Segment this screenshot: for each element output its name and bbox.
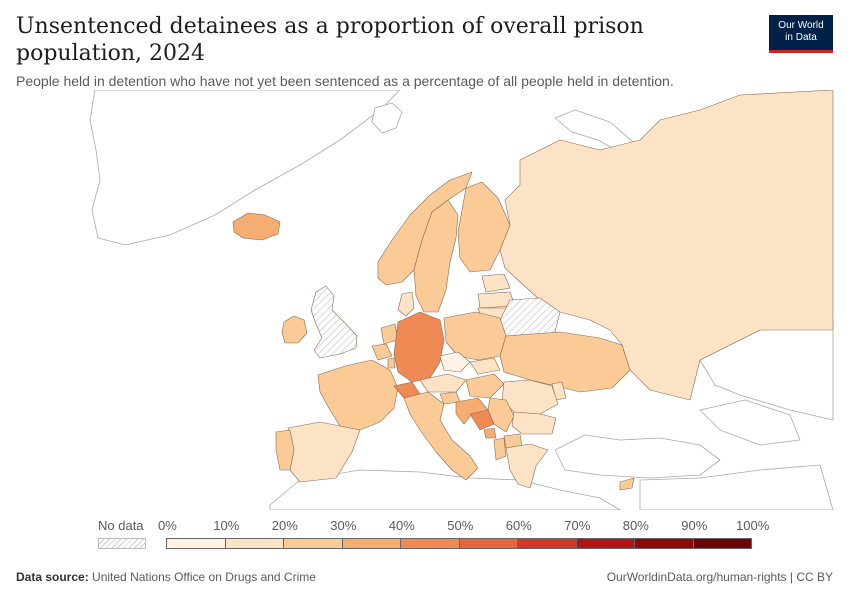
country-bulgaria[interactable] [511,411,557,435]
middle-east-outline [639,464,834,510]
svalbard-outline [371,102,403,134]
owid-logo[interactable]: Our World in Data [769,15,833,53]
greenland-outline [89,90,401,246]
country-montenegro[interactable] [483,427,497,439]
country-luxembourg[interactable] [387,357,396,369]
choropleth-map [89,90,834,510]
legend-bin[interactable] [166,538,226,549]
legend-bin[interactable] [283,538,343,549]
turkey-outline [554,434,721,479]
legend-bin[interactable] [400,538,460,549]
chart-title: Unsentenced detainees as a proportion of… [16,14,644,66]
country-ireland[interactable] [281,315,308,344]
country-greece[interactable] [505,443,549,489]
country-denmark[interactable] [397,291,415,317]
country-germany[interactable] [393,311,445,383]
legend-bin[interactable] [458,538,518,549]
legend-tick-label: 70% [564,518,591,533]
country-serbia[interactable] [487,397,515,433]
country-austria[interactable] [419,373,467,393]
legend-bin[interactable] [575,538,635,549]
footer-source: Data source: United Nations Office on Dr… [16,570,316,584]
footer-link[interactable]: OurWorldinData.org/human-rights | CC BY [606,570,833,584]
legend-tick-label: 30% [330,518,357,533]
legend-tick-label: 60% [505,518,532,533]
logo-line-2: in Data [785,32,817,43]
chart-subtitle: People held in detention who have not ye… [16,73,674,89]
legend-bin[interactable] [517,538,577,549]
country-estonia[interactable] [481,273,511,293]
legend-tick-label: 100% [736,518,770,533]
legend-tick-label: 0% [158,518,177,533]
country-belgium[interactable] [371,343,393,361]
legend-bin[interactable] [341,538,401,549]
legend-tick-label: 10% [213,518,240,533]
country-cyprus[interactable] [619,477,635,491]
country-slovakia[interactable] [469,357,501,375]
legend-tick-label: 90% [681,518,708,533]
no-data-label: No data [98,518,144,533]
legend-tick-label: 50% [447,518,474,533]
source-text[interactable]: United Nations Office on Drugs and Crime [92,570,316,584]
legend-bin[interactable] [692,538,752,549]
country-hungary[interactable] [465,373,505,399]
caucasus-outline [699,399,801,446]
legend: No data 0% 10% 20% 30% 40% 50% 60% 70% 80% 90% 100… [0,514,850,554]
country-france[interactable] [317,359,399,431]
logo-line-1: Our World [778,20,824,31]
country-russia[interactable] [499,90,834,401]
country-sweden[interactable] [413,199,459,313]
country-iceland[interactable] [232,212,281,241]
country-uk[interactable] [310,285,358,359]
country-ukraine[interactable] [499,331,631,393]
legend-bin[interactable] [634,538,694,549]
legend-tick-label: 40% [388,518,415,533]
country-czechia[interactable] [439,351,471,373]
legend-bin[interactable] [224,538,284,549]
legend-tick-label: 80% [622,518,649,533]
source-label: Data source: [16,570,89,584]
country-portugal[interactable] [275,429,295,471]
legend-tick-label: 20% [271,518,298,533]
no-data-swatch [98,538,146,549]
country-albania[interactable] [493,437,507,461]
country-finland[interactable] [457,181,511,273]
country-italy[interactable] [403,391,479,481]
